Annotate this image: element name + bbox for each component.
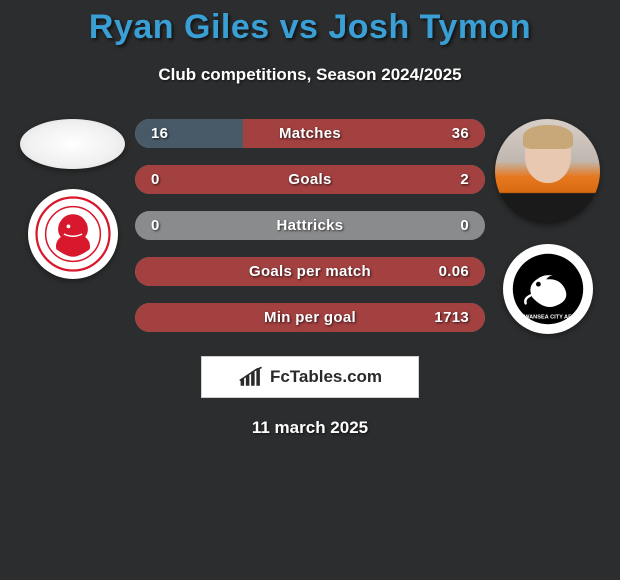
stat-value-right: 0.06 [439, 263, 469, 280]
stat-value-right: 0 [460, 217, 469, 234]
stat-value-right: 1713 [434, 309, 469, 326]
stat-label: Min per goal [264, 309, 356, 326]
stat-row: Goals per match 0.06 [135, 257, 485, 286]
stat-label: Goals [288, 171, 331, 188]
stat-row: 16 Matches 36 [135, 119, 485, 148]
middlesbrough-badge-icon [35, 196, 111, 272]
stat-value-right: 36 [452, 125, 469, 142]
comparison-title: Ryan Giles vs Josh Tymon [0, 8, 620, 47]
stat-label: Matches [279, 125, 341, 142]
stats-column: 16 Matches 36 0 Goals 2 0 Hattricks 0 Goals per m… [135, 113, 485, 332]
stat-row-text: Min per goal 1713 [135, 303, 485, 332]
stat-row: Min per goal 1713 [135, 303, 485, 332]
stat-value-left: 0 [151, 171, 160, 188]
stat-value-right: 2 [460, 171, 469, 188]
chart-icon [238, 366, 266, 388]
stat-row-text: Goals per match 0.06 [135, 257, 485, 286]
player1-photo [20, 119, 125, 169]
stat-value-left: 16 [151, 125, 168, 142]
stat-value-left: 0 [151, 217, 160, 234]
player1-club-badge [28, 189, 118, 279]
brand-watermark: FcTables.com [201, 356, 419, 398]
date-label: 11 march 2025 [0, 418, 620, 438]
stat-label: Goals per match [249, 263, 371, 280]
player2-club-badge: SWANSEA CITY AFC [503, 244, 593, 334]
player1-column [20, 113, 125, 279]
comparison-main: 16 Matches 36 0 Goals 2 0 Hattricks 0 Goals per m… [0, 113, 620, 334]
stat-row: 0 Hattricks 0 [135, 211, 485, 240]
brand-text: FcTables.com [270, 367, 382, 387]
svg-text:SWANSEA CITY AFC: SWANSEA CITY AFC [520, 315, 575, 321]
stat-row-text: 0 Goals 2 [135, 165, 485, 194]
stat-row-text: 16 Matches 36 [135, 119, 485, 148]
stat-row-text: 0 Hattricks 0 [135, 211, 485, 240]
player2-photo [495, 119, 600, 224]
subtitle: Club competitions, Season 2024/2025 [0, 65, 620, 85]
stat-row: 0 Goals 2 [135, 165, 485, 194]
player2-column: SWANSEA CITY AFC [495, 113, 600, 334]
swansea-badge-icon: SWANSEA CITY AFC [508, 249, 588, 329]
stat-label: Hattricks [277, 217, 344, 234]
